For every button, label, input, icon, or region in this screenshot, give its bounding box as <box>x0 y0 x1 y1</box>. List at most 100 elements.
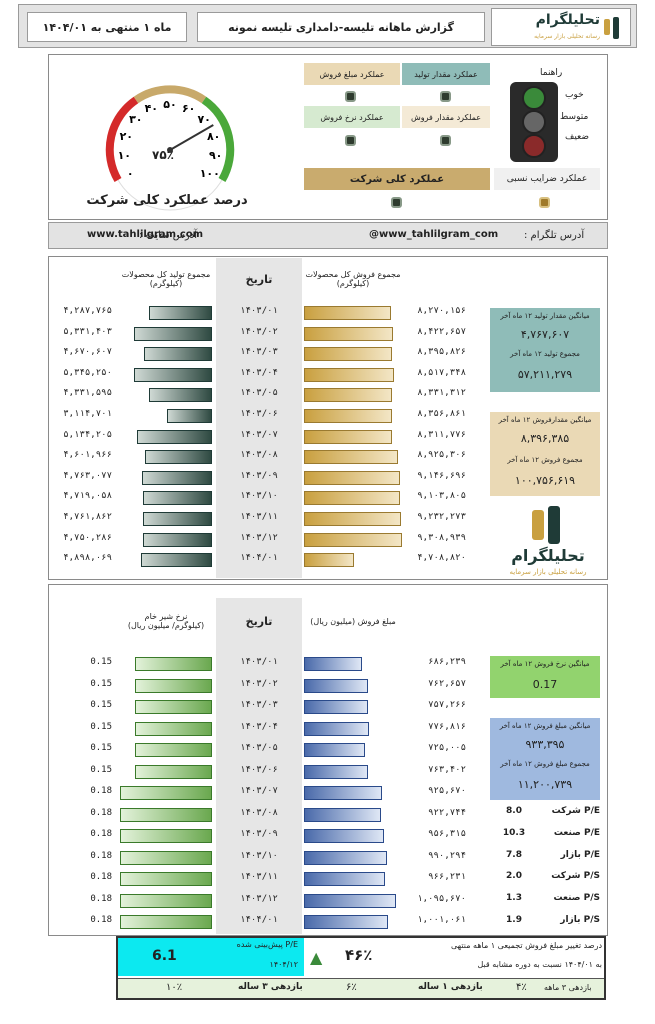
telegram-link[interactable]: @www_tahlilgram_com <box>369 229 499 240</box>
rate-value: 0.15 <box>90 764 112 775</box>
date-column <box>216 300 302 578</box>
amount-value: ۶۸۶,۲۳۹ <box>428 657 466 667</box>
sales-bar <box>304 326 393 341</box>
overall-performance-label: عملکرد کلی شرکت <box>304 168 490 190</box>
amount-value: ۷۷۶,۸۱۶ <box>428 721 466 732</box>
prod-bar <box>142 470 212 485</box>
row-date: ۱۴۰۳/۰۱ <box>240 657 278 667</box>
row-date: ۱۴۰۳/۰۶ <box>240 764 278 775</box>
logo: تحلیلگرام رسانه تحلیلی بازار سرمایه <box>491 8 631 46</box>
row-date: ۱۴۰۳/۰۴ <box>240 367 278 378</box>
sales-bar <box>304 306 391 320</box>
ratio-performance-label: عملکرد ضرایب نسبی <box>494 168 600 190</box>
rate-bar <box>120 850 212 865</box>
ratio-value: 1.3 <box>506 893 522 904</box>
rate-bar <box>120 807 212 822</box>
prod-qty-indicator <box>440 91 451 102</box>
gauge-tick-label: ۹۰ <box>209 149 222 162</box>
gauge: ۰ ۱۰ ۲۰ ۳۰ ۴۰ ۵۰ ۶۰ ۷۰ ۸۰ ۹۰ ۱۰۰ ۷۵٪ <box>52 60 252 216</box>
prod-bar <box>149 306 212 320</box>
overall-indicator <box>391 197 402 208</box>
row-date: ۱۴۰۴/۰۱ <box>240 553 278 564</box>
prod-bar <box>134 367 212 382</box>
rate-bar <box>120 893 212 908</box>
ratio-label: P/E بازار <box>560 849 600 860</box>
logo-name: تحلیلگرام <box>535 12 600 28</box>
prod-bar <box>143 491 212 506</box>
links-bar: آدرس سایت : www.tahlilgram.com آدرس تلگر… <box>48 222 608 249</box>
amount-value: ۹۲۲,۷۴۴ <box>428 807 466 818</box>
change-text-2: به ۱۴۰۴/۰۱ نسبت به دوره مشابه قبل <box>477 960 602 969</box>
rate-value: 0.15 <box>90 700 112 710</box>
rate-summary-box: میانگین نرخ فروش ۱۲ ماه آخر 0.17 <box>490 656 600 698</box>
amount-value: ۷۵۷,۲۶۶ <box>428 700 466 710</box>
ratio-indicator <box>539 197 550 208</box>
ratio-value: 8.0 <box>506 806 522 816</box>
sales-value: ۹,۳۰۸,۹۳۹ <box>417 532 466 543</box>
sales-value: ۹,۱۴۶,۶۹۶ <box>417 470 466 481</box>
pe-forecast-label: P/E پیش‌بینی شده <box>236 940 298 949</box>
row-date: ۱۴۰۳/۰۳ <box>240 347 278 358</box>
sales-bar <box>304 512 401 526</box>
sales-value: ۹,۱۰۳,۸۰۵ <box>417 491 466 502</box>
amount-bar <box>304 829 384 843</box>
row-date: ۱۴۰۳/۱۰ <box>240 491 278 502</box>
amount-bar <box>304 657 362 671</box>
rate-column-header: نرخ شیر خام (کیلوگرم/ میلیون ریال) <box>127 612 205 630</box>
rate-bar <box>120 829 212 843</box>
amount-value: ۷۶۳,۴۰۲ <box>428 764 466 775</box>
report-title: گزارش ماهانه تلیسه-دامداری تلیسه نمونه <box>197 12 485 42</box>
amount-column-header: مبلغ فروش (میلیون ریال) <box>310 616 396 626</box>
prod-summary-box: میانگین مقدار تولید ۱۲ ماه آخر ۴,۷۶۷,۶۰۷… <box>490 308 600 392</box>
rate-value: 0.15 <box>90 657 112 667</box>
sales-value: ۸,۳۱۱,۷۷۶ <box>417 429 466 440</box>
rate-value: 0.18 <box>90 915 112 925</box>
sales-summary-box: میانگین مقدارفروش ۱۲ ماه آخر ۸,۳۹۶,۳۸۵ م… <box>490 412 600 496</box>
rate-value: 0.15 <box>90 678 112 689</box>
gauge-tick-label: ۰ <box>127 167 134 180</box>
prod-bar <box>149 388 212 403</box>
sales-amount-indicator <box>345 91 356 102</box>
return-3y-label: بازدهی ۳ ساله <box>238 982 303 992</box>
row-date: ۱۴۰۳/۰۳ <box>240 700 278 710</box>
site-link[interactable]: www.tahlilgram.com <box>87 229 204 240</box>
rate-bar <box>135 678 212 693</box>
return-1y: ۶٪ <box>346 982 357 993</box>
report-period: ماه ۱ منتهی به ۱۴۰۴/۰۱ <box>27 12 187 42</box>
prod-bar <box>134 326 212 341</box>
rate-value: 0.18 <box>90 829 112 839</box>
prod-bar <box>141 553 212 568</box>
sales-bar <box>304 553 354 568</box>
rate-value: 0.18 <box>90 850 112 861</box>
amount-value: ۷۶۲,۶۵۷ <box>428 678 466 689</box>
prod-value: ۳,۱۱۴,۷۰۱ <box>63 409 112 419</box>
gauge-tick-label: ۸۰ <box>207 130 220 143</box>
return-1y-label: بازدهی ۱ ساله <box>418 982 483 992</box>
sales-value: ۸,۴۲۲,۶۵۷ <box>417 326 466 337</box>
amount-value: ۷۲۵,۰۰۵ <box>428 743 466 753</box>
sales-value: ۸,۳۹۵,۸۲۶ <box>417 347 466 358</box>
row-date: ۱۴۰۳/۱۲ <box>240 893 278 904</box>
amount-bar <box>304 721 369 736</box>
return-3m: ۴٪ <box>516 982 527 993</box>
change-text-1: درصد تغییر مبلغ فروش تجمیعی ۱ ماهه منتهی <box>451 941 602 950</box>
prod-bar <box>143 532 212 547</box>
change-value: ۴۶٪ <box>345 946 373 964</box>
row-date: ۱۴۰۳/۰۲ <box>240 678 278 689</box>
sales-value: ۸,۲۷۰,۱۵۶ <box>417 306 466 316</box>
row-date: ۱۴۰۳/۰۵ <box>240 743 278 753</box>
row-date: ۱۴۰۳/۱۲ <box>240 532 278 543</box>
rate-bar <box>135 721 212 736</box>
pe-forecast-box: 6.1 P/E پیش‌بینی شده ۱۴۰۴/۱۲ <box>118 938 304 976</box>
return-3m-label: بازدهی ۳ ماهه <box>544 983 592 992</box>
gauge-tick-label: ۳۰ <box>129 113 142 126</box>
prod-qty-label: عملکرد مقدار تولید <box>402 63 490 85</box>
rate-bar <box>135 743 212 757</box>
weak-label: ضعیف <box>565 132 590 142</box>
rate-value: 0.18 <box>90 872 112 882</box>
prod-value: ۴,۷۶۱,۸۶۲ <box>63 512 112 522</box>
sales-bar <box>304 429 392 444</box>
logo-tagline: رسانه تحلیلی بازار سرمایه <box>534 33 600 40</box>
ratio-label: P/E صنعت <box>553 827 600 838</box>
row-date: ۱۴۰۳/۰۷ <box>240 786 278 796</box>
